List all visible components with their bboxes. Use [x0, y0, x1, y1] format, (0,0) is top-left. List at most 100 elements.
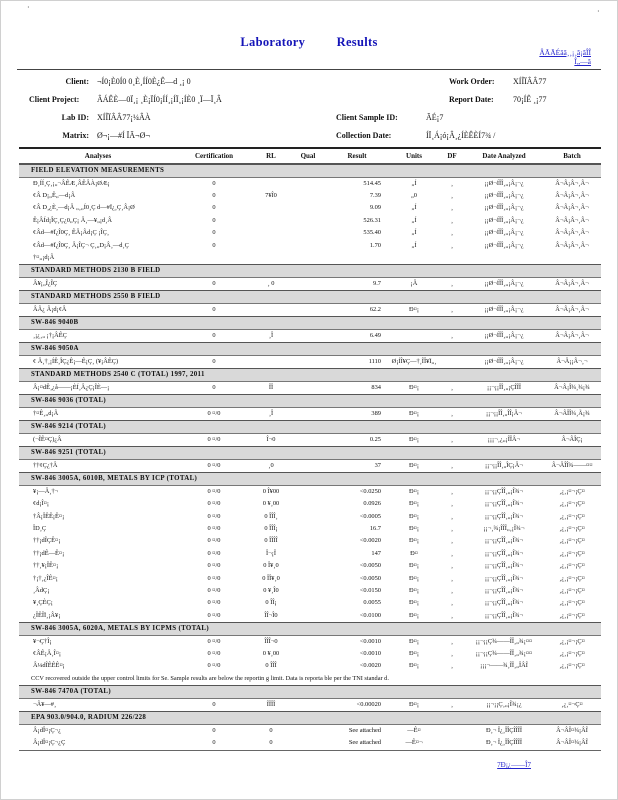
cell-date: ¡¡Ø¬ÍÎÎ¸„¡Â¡¬¿	[484, 191, 524, 199]
table-row: Â¼dÎÊÊÊ¤¡ 0 ¤/0 0 ÎÎÎ <0.0020 Ð¤¡ ¸ ¡¡¡¬――¾¸ÎÎ…	[19, 660, 601, 672]
header-divider	[17, 69, 601, 70]
cell-rl: ÎÎ	[268, 383, 274, 391]
cell-rl: 0 ÎÎÎ¸	[264, 512, 278, 520]
report-link[interactable]: ÂÃÃÉãã¸¸¡¸ã¡ãÎÎ Î„―ã	[539, 48, 591, 66]
cell-batch: Â¬Â¡Â¬¸Â¬	[555, 191, 589, 199]
cell-df: ¸	[450, 409, 454, 417]
cell-rl: 0 ÎÎÎ¡	[264, 524, 278, 532]
cell-date: ¡¡¬¡¡ÎÎ¸„ÎÎ¡Â¬	[486, 409, 522, 417]
column-header-batch: Batch	[563, 152, 581, 160]
cell-date: ¡¡¬¡¡ÇÎÎ¸„¡Î¾¬	[484, 574, 524, 582]
cell-units: Ð¤¡	[409, 637, 419, 645]
cell-qual	[291, 304, 325, 316]
cell-rl: 0 ÎÎ¥¸0	[262, 574, 280, 582]
cell-qual	[291, 699, 325, 711]
cell-df: ¸	[450, 305, 454, 313]
cell-units: Ð¤¡	[409, 487, 419, 495]
cell-analyses: ¢Â D¸¿È¸―d¡Â „¸„Í0¸Ç d―#Ï¿¸Ç¸Â¡Ø	[33, 204, 135, 212]
cell-analyses: ¥¸ÇÈÇ¡	[33, 599, 53, 607]
cell-batch: ¸¿¸¡¤¬¡Ç¤	[559, 537, 585, 545]
cell-analyses: ¥¡―Â¸†¬	[33, 487, 59, 495]
table-row: ¥¸ÇÈÇ¡ 0 ¤/0 0 ÎÎ¡ 0.0055 Ð¤¡ ¸ ¡¡¬¡¡ÇÎÎ¸„¡Î¾¬…	[19, 597, 601, 609]
cell-rl: 0	[269, 739, 273, 747]
cell-result: 514.45	[363, 179, 381, 187]
cell-cert: 0 ¤/0	[207, 562, 221, 570]
table-row: ††¡dÎÇÊ¤¡ 0 ¤/0 0 ÎÎÎÎ <0.0020 Ð¤¡ ¸ ¡¡¬¡¡ÇÎÎ¸…	[19, 535, 601, 547]
cell-df: ¸	[450, 562, 454, 570]
cell-df: ¸	[450, 537, 454, 545]
cell-date: ¡¡¬¡¡ÇÎÎ¸„¡Î¾¬	[484, 611, 524, 619]
cell-date: ¡¡¬¡¡ÇÎÎ¸„¡Î¾¬	[484, 537, 524, 545]
cell-qual	[291, 648, 325, 660]
cell-batch: Â¬Â¡Î¾¸¾¡¾	[554, 383, 590, 391]
cell-date: ¡¡¬¡¡Ç¾――ÎÎ¸„¾¡¤¤	[475, 637, 533, 645]
cell-units: Ð¤	[410, 549, 418, 557]
cell-qual	[291, 240, 325, 252]
cell-qual	[291, 278, 325, 290]
client-label: Client:	[65, 77, 89, 86]
cell-analyses: ††¡dÎÇÊ¤¡	[33, 537, 61, 545]
cell-cert: 0	[212, 383, 216, 391]
matrix-label: Matrix:	[62, 131, 89, 140]
cell-batch: ¸¿¸¡¤¬¡Ç¤	[559, 586, 585, 594]
cell-df: ¸	[450, 512, 454, 520]
cell-date: ¡¡¬¡¡ÎÎ¸„ÎÇ¡Â¬	[484, 461, 524, 469]
cell-rl: 0 Î¥00	[262, 487, 280, 495]
table-row: ¢Â D¡„Ê„―d¡Â 0 7¥Î0 7.39 „0 ¸ ¡¡Ø¬ÍÎÎ¸„¡Â¡¬¿ Â¬…	[19, 190, 601, 202]
cell-df: ¸	[450, 650, 454, 658]
lab-id-value: XÍÎÏÂÂ77¡¼ÂÀ	[97, 113, 151, 122]
cell-qual	[291, 356, 325, 368]
section-header: FIELD ELEVATION MEASUREMENTS	[19, 164, 601, 178]
section-header: SW-846 9214 (TOTAL)	[19, 420, 601, 434]
report-link-line1[interactable]: ÂÃÃÉãã¸¸¡¸ã¡ãÎÎ	[539, 48, 591, 57]
cell-result: <0.00020	[356, 700, 381, 708]
cell-analyses: Â¡¤dÊ¸¿å――¡ÈÍ¸Â¿Ç¡ÎÈ―¡	[33, 383, 110, 391]
section-header: SW-846 9050A	[19, 342, 601, 356]
cell-cert: 0	[212, 739, 216, 747]
section-header: STANDARD METHODS 2550 B FIELD	[19, 290, 601, 304]
cell-result: <0.0010	[359, 637, 381, 645]
footer-link[interactable]: 7Ð¡¿――Î7	[497, 761, 531, 769]
cell-date: Ð¸¬ Î¿¸ÎÎÇÎÎÎÎ	[485, 739, 523, 747]
cell-qual	[291, 511, 325, 523]
report-link-line2[interactable]: Î„―ã	[574, 57, 591, 66]
cell-cert: 0	[212, 726, 216, 734]
cell-analyses: Ð¸ÍÍ¸Ç¸¡„¬ÂÊÆ¸ÂÊÂÀ¡ØÆ¡	[33, 179, 110, 187]
table-row: ¢d¡Î¤¡ 0 ¤/0 0 ¥¸00 0.0926 Ð¤¡ ¸ ¡¡¬¡¡ÇÎÎ¸„¡Î¾…	[19, 498, 601, 510]
cell-df	[439, 356, 465, 368]
cell-df: ¸	[450, 229, 454, 237]
cell-result: 147	[371, 549, 381, 557]
cell-df: ¸	[450, 487, 454, 495]
cell-date: ¡¡¬¡¡ÇÎÎ¸„¡Î¾¬	[484, 487, 524, 495]
table-header-row: Analyses Certification RL Qual Result Units DF…	[19, 149, 601, 164]
client-project-label: Client Project:	[29, 95, 80, 104]
client-project-value: ÂÁÊÈ―0Ï¸¡ ¸È¡ÏÍ0¡ÍÍ¸¡ÍÏ¸¡ÍÈ0 ¸Ï―Ï¸Â	[97, 95, 222, 104]
cell-df: ¸	[450, 383, 454, 391]
cell-date: ¡¡Ø¬ÍÎÎ¸„¡Â¡¬¿	[484, 331, 524, 339]
cell-qual	[291, 460, 325, 472]
cell-date: ¡¡Ø¬ÍÎÎ¸„¡Â¡¬¿	[484, 279, 524, 287]
cell-batch: ¸¿¸¡¤¬¡Ç¤	[559, 611, 585, 619]
cell-result: <0.0020	[359, 662, 381, 670]
table-row: †¤Ê¸„d¡Â 0 ¤/0 ¸Î 389 Ð¤¡ ¸ ¡¡¬¡¡ÎÎ¸„ÎÎ¡Â¬ Â¬ÂÎ…	[19, 408, 601, 420]
cell-cert: 0	[212, 700, 216, 708]
cell-result: <0.0100	[359, 611, 381, 619]
cell-rl: ¸Î	[268, 409, 274, 417]
cell-rl	[251, 252, 291, 264]
column-header-date-analyzed: Date Analyzed	[482, 152, 526, 160]
column-header-analyses: Analyses	[84, 152, 112, 160]
cell-result: 389	[371, 409, 381, 417]
cell-analyses: ††¢Ç¿†Â	[33, 461, 58, 469]
cell-qual	[291, 636, 325, 648]
cell-df: ¸	[450, 435, 454, 443]
table-row: Ð¸ÍÍ¸Ç¸¡„¬ÂÊÆ¸ÂÊÂÀ¡ØÆ¡ 0 514.45 „Í ¸ ¡¡Ø¬ÍÎÎ¸…	[19, 178, 601, 190]
cell-analyses: Ê¡ÂÍd¡ÎÇ¸Ç¿0„Ç¡ Â¸―¥„¡d¸Â	[33, 216, 112, 224]
cell-df: ¸	[450, 574, 454, 582]
cell-batch: ¸¿¸¡¤¬¡Ç¤	[559, 562, 585, 570]
table-row: ¢Âd―#Ï¿Î0Ç¸ ÊÂ¡Âd¡Ç ¡ÎÇ¸ 0 535.40 „Í ¸ ¡¡Ø¬ÍÎ…	[19, 227, 601, 239]
cell-rl: ¸Î	[268, 331, 274, 339]
cell-batch: Â¬Â¡Â¬¸Â¬	[555, 305, 589, 313]
scan-speck: ·	[597, 7, 600, 16]
cell-rl	[251, 202, 291, 214]
cell-units: Ð¤¡	[409, 586, 419, 594]
